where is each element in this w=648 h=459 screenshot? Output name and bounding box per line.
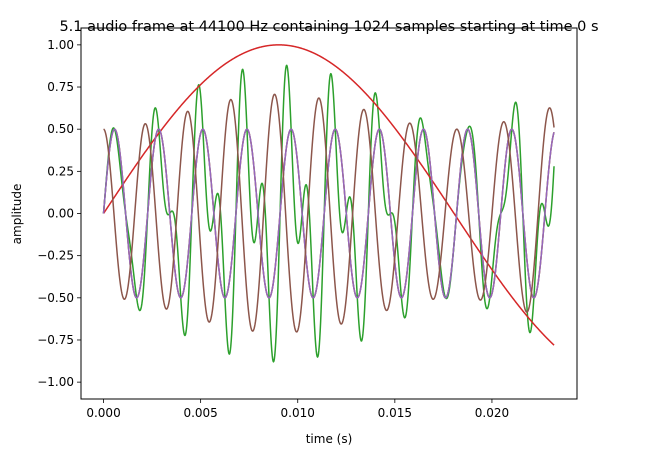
y-tick-label: 0.75 [47, 80, 74, 94]
chart-title: 5.1 audio frame at 44100 Hz containing 1… [59, 19, 598, 35]
series-line-6 [103, 93, 555, 333]
y-tick-label: 0.25 [47, 164, 74, 178]
y-axis-label: amplitude [10, 184, 24, 245]
y-tick-label: −1.00 [37, 375, 74, 389]
y-tick-label: 0.00 [47, 207, 74, 221]
x-axis-label: time (s) [306, 432, 353, 446]
y-tick-label: −0.25 [37, 249, 74, 263]
y-tick-label: −0.50 [37, 291, 74, 305]
series-line-4 [102, 44, 555, 346]
x-tick-label: 0.010 [281, 406, 315, 420]
y-axis: 1.00 0.75 0.50 0.25 0.00 −0.25 −0.50 −0.75 −1.00 [37, 38, 81, 389]
x-axis: 0.000 0.005 0.010 0.015 0.020 [86, 399, 509, 420]
x-tick-label: 0.020 [475, 406, 509, 420]
series-line-3 [102, 64, 555, 363]
series-line-5 [102, 128, 555, 299]
x-tick-label: 0.005 [183, 406, 217, 420]
y-tick-label: −0.75 [37, 333, 74, 347]
y-tick-label: 1.00 [47, 38, 74, 52]
series-lines [102, 44, 555, 363]
y-tick-label: 0.50 [47, 122, 74, 136]
x-tick-label: 0.015 [378, 406, 412, 420]
x-tick-label: 0.000 [86, 406, 120, 420]
